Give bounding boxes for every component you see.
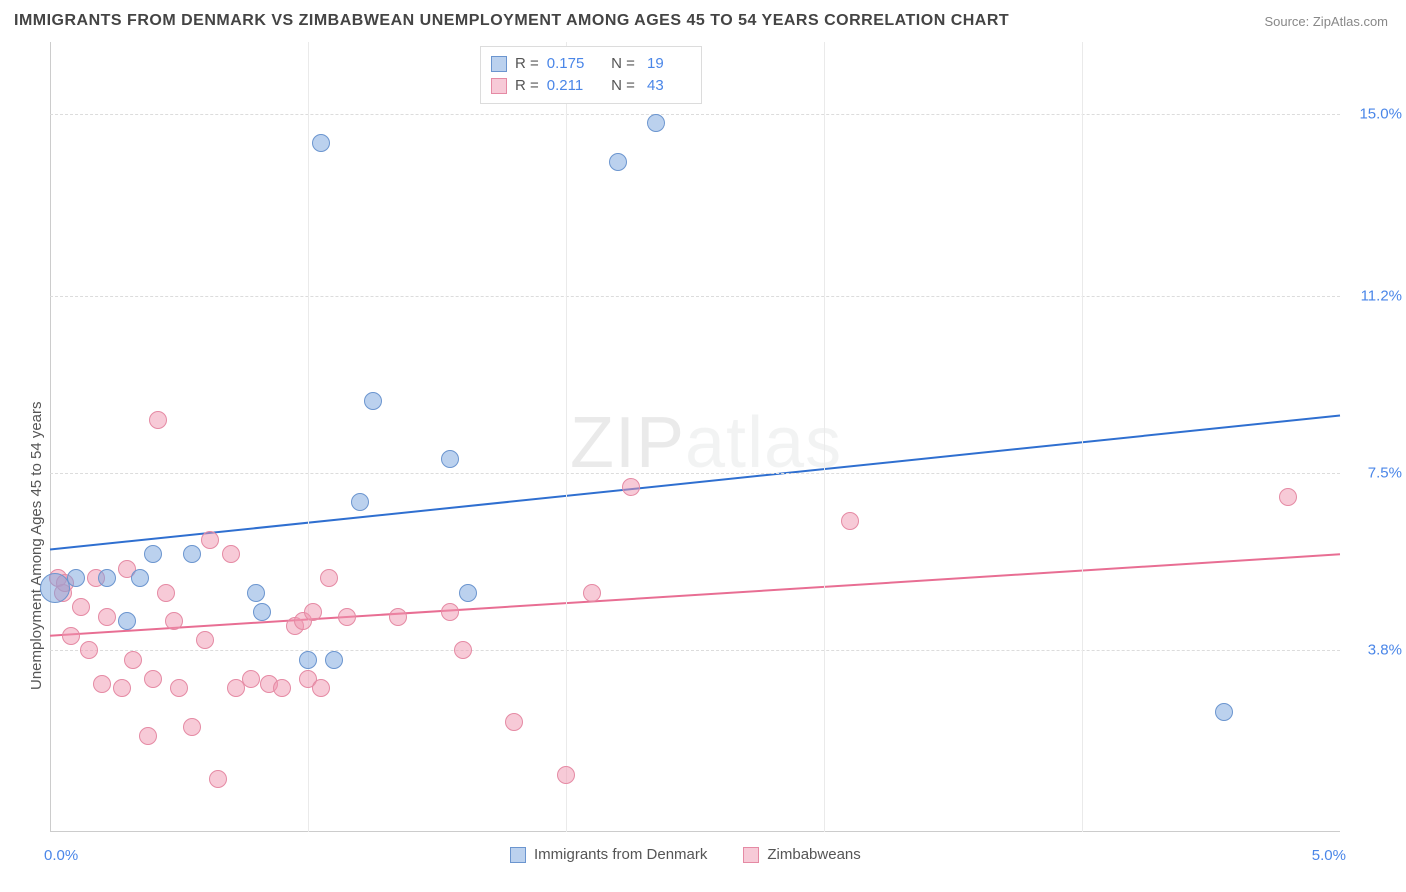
- data-point: [1215, 703, 1233, 721]
- data-point: [113, 679, 131, 697]
- data-point: [196, 631, 214, 649]
- data-point: [93, 675, 111, 693]
- gridline-h: [50, 114, 1340, 115]
- data-point: [304, 603, 322, 621]
- gridline-v: [566, 42, 567, 832]
- data-point: [131, 569, 149, 587]
- trend-line: [50, 415, 1340, 549]
- swatch-icon: [743, 847, 759, 863]
- ytick-label: 3.8%: [1368, 642, 1402, 659]
- gridline-h: [50, 650, 1340, 651]
- xtick-label: 5.0%: [1312, 847, 1346, 864]
- n-label: N =: [603, 53, 635, 75]
- data-point: [118, 612, 136, 630]
- data-point: [98, 569, 116, 587]
- gridline-h: [50, 296, 1340, 297]
- data-point: [454, 641, 472, 659]
- trend-line: [50, 554, 1340, 635]
- stats-row: R = 0.175 N = 19: [491, 53, 691, 75]
- plot-area: ZIPatlas 3.8%7.5%11.2%15.0%0.0%5.0%: [50, 42, 1340, 832]
- data-point: [325, 651, 343, 669]
- data-point: [80, 641, 98, 659]
- ytick-label: 11.2%: [1361, 287, 1402, 304]
- data-point: [253, 603, 271, 621]
- data-point: [144, 670, 162, 688]
- data-point: [583, 584, 601, 602]
- data-point: [505, 713, 523, 731]
- data-point: [312, 679, 330, 697]
- data-point: [124, 651, 142, 669]
- data-point: [609, 153, 627, 171]
- data-point: [40, 573, 70, 603]
- data-point: [320, 569, 338, 587]
- gridline-h: [50, 473, 1340, 474]
- trend-lines: [50, 42, 1340, 832]
- legend-label: Zimbabweans: [767, 846, 860, 863]
- data-point: [441, 450, 459, 468]
- data-point: [389, 608, 407, 626]
- r-value: 0.175: [547, 53, 595, 75]
- ytick-label: 15.0%: [1359, 105, 1402, 122]
- series-legend: Immigrants from Denmark Zimbabweans: [510, 846, 861, 863]
- data-point: [1279, 488, 1297, 506]
- swatch-icon: [510, 847, 526, 863]
- data-point: [242, 670, 260, 688]
- swatch-icon: [491, 78, 507, 94]
- data-point: [72, 598, 90, 616]
- gridline-v: [1082, 42, 1083, 832]
- data-point: [222, 545, 240, 563]
- data-point: [144, 545, 162, 563]
- r-label: R =: [515, 75, 539, 97]
- ytick-label: 7.5%: [1368, 464, 1402, 481]
- data-point: [62, 627, 80, 645]
- data-point: [351, 493, 369, 511]
- data-point: [441, 603, 459, 621]
- chart-title: IMMIGRANTS FROM DENMARK VS ZIMBABWEAN UN…: [14, 12, 1009, 30]
- data-point: [209, 770, 227, 788]
- data-point: [170, 679, 188, 697]
- r-value: 0.211: [547, 75, 595, 97]
- r-label: R =: [515, 53, 539, 75]
- xtick-label: 0.0%: [44, 847, 78, 864]
- data-point: [67, 569, 85, 587]
- stats-row: R = 0.211 N = 43: [491, 75, 691, 97]
- data-point: [157, 584, 175, 602]
- data-point: [139, 727, 157, 745]
- data-point: [299, 651, 317, 669]
- data-point: [622, 478, 640, 496]
- data-point: [841, 512, 859, 530]
- stats-legend: R = 0.175 N = 19 R = 0.211 N = 43: [480, 46, 702, 104]
- legend-label: Immigrants from Denmark: [534, 846, 707, 863]
- n-value: 43: [643, 75, 691, 97]
- data-point: [183, 718, 201, 736]
- data-point: [247, 584, 265, 602]
- chart-container: IMMIGRANTS FROM DENMARK VS ZIMBABWEAN UN…: [0, 0, 1406, 892]
- data-point: [149, 411, 167, 429]
- legend-item: Immigrants from Denmark: [510, 846, 707, 863]
- y-axis-label: Unemployment Among Ages 45 to 54 years: [28, 401, 45, 690]
- data-point: [459, 584, 477, 602]
- n-label: N =: [603, 75, 635, 97]
- data-point: [98, 608, 116, 626]
- data-point: [647, 114, 665, 132]
- data-point: [201, 531, 219, 549]
- data-point: [364, 392, 382, 410]
- source-label: Source: ZipAtlas.com: [1264, 14, 1388, 29]
- data-point: [338, 608, 356, 626]
- data-point: [557, 766, 575, 784]
- swatch-icon: [491, 56, 507, 72]
- data-point: [165, 612, 183, 630]
- n-value: 19: [643, 53, 691, 75]
- gridline-v: [308, 42, 309, 832]
- data-point: [312, 134, 330, 152]
- legend-item: Zimbabweans: [743, 846, 860, 863]
- data-point: [273, 679, 291, 697]
- gridline-v: [824, 42, 825, 832]
- data-point: [183, 545, 201, 563]
